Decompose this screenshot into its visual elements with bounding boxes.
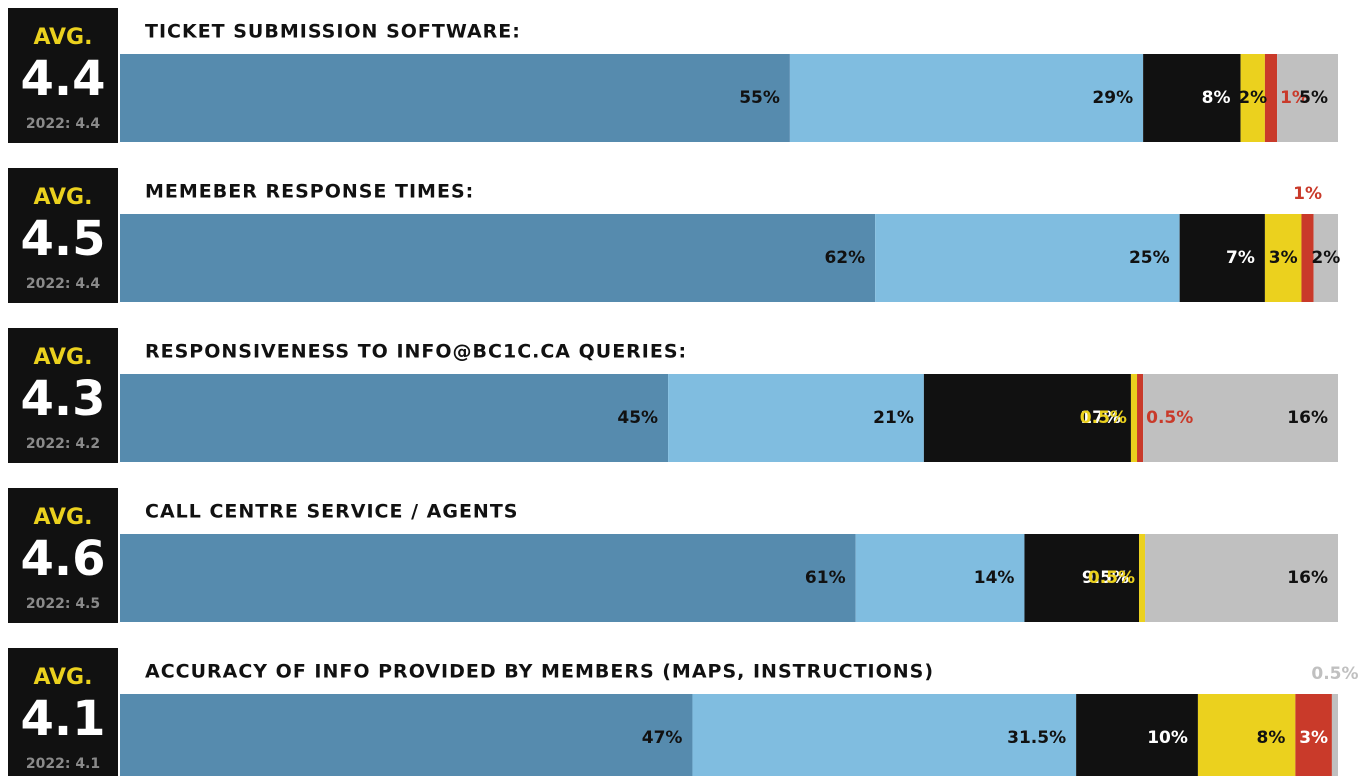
avg-value: 4.3	[20, 371, 105, 427]
avg-prior: 2022: 4.4	[26, 276, 100, 292]
segment-label: 3%	[1269, 248, 1298, 268]
segment-label: 7%	[1226, 248, 1255, 268]
segment-label: 16%	[1287, 408, 1328, 428]
avg-prior: 2022: 4.1	[26, 756, 100, 772]
avg-prior: 2022: 4.5	[26, 596, 100, 612]
avg-badge	[8, 168, 118, 303]
segment-label: 2%	[1311, 248, 1340, 268]
segment-label: 3%	[1299, 728, 1328, 748]
avg-badge	[8, 648, 118, 776]
segment-label: 8%	[1202, 88, 1231, 108]
segment-label: 29%	[1092, 88, 1133, 108]
segment-label: 21%	[873, 408, 914, 428]
segment-label: 1%	[1293, 184, 1322, 204]
avg-badge	[8, 488, 118, 623]
segment-label: 10%	[1147, 728, 1188, 748]
segment-label: 45%	[617, 408, 658, 428]
segment-label: 0.5%	[1088, 568, 1135, 588]
segment-label: 8%	[1256, 728, 1285, 748]
row-title: ACCURACY OF INFO PROVIDED BY MEMBERS (MA…	[145, 661, 934, 683]
bar-segment	[120, 214, 876, 302]
bar-segment	[1130, 374, 1138, 462]
avg-value: 4.6	[20, 531, 105, 587]
bar-segment	[923, 374, 1131, 462]
segment-label: 0.5%	[1146, 408, 1193, 428]
segment-label: 9.5%	[1082, 568, 1129, 588]
bar-segment	[1301, 214, 1314, 302]
row-title: MEMEBER RESPONSE TIMES:	[145, 181, 474, 203]
bar-segment	[855, 534, 1025, 622]
bar-segment	[1145, 534, 1338, 622]
avg-badge	[8, 8, 118, 143]
bar-segment	[1076, 694, 1198, 776]
bar-segment	[1197, 694, 1296, 776]
bar-segment	[1264, 214, 1302, 302]
bar-segment	[1264, 54, 1278, 142]
bar-segment	[1143, 374, 1338, 462]
bar-segment	[120, 694, 693, 776]
bar-segment	[668, 374, 924, 462]
bar-segment	[789, 54, 1144, 142]
segment-label: 14%	[974, 568, 1015, 588]
bar-segment	[1137, 374, 1144, 462]
avg-value: 4.1	[20, 691, 105, 747]
avg-value: 4.5	[20, 211, 105, 267]
avg-prior: 2022: 4.4	[26, 116, 100, 132]
bar-segment	[1277, 54, 1338, 142]
avg-label: AVG.	[34, 345, 93, 370]
bar-segment	[1139, 534, 1146, 622]
segment-label: 25%	[1129, 248, 1170, 268]
segment-label: 2%	[1238, 88, 1267, 108]
avg-label: AVG.	[34, 665, 93, 690]
segment-label: 61%	[805, 568, 846, 588]
segment-label: 31.5%	[1007, 728, 1066, 748]
bar-segment	[1295, 694, 1332, 776]
segment-label: 1%	[1280, 88, 1309, 108]
segment-label: 0.5%	[1080, 408, 1127, 428]
bar-segment	[1313, 214, 1338, 302]
bar-segment	[120, 374, 669, 462]
segment-label: 5%	[1299, 88, 1328, 108]
bar-segment	[120, 54, 790, 142]
segment-label: 47%	[642, 728, 683, 748]
segment-label: 62%	[824, 248, 865, 268]
segment-label: 55%	[739, 88, 780, 108]
bar-segment	[1331, 694, 1338, 776]
segment-label: 17%	[1080, 408, 1121, 428]
avg-prior: 2022: 4.2	[26, 436, 100, 452]
row-title: CALL CENTRE SERVICE / AGENTS	[145, 501, 518, 523]
bar-segment	[692, 694, 1077, 776]
avg-label: AVG.	[34, 505, 93, 530]
avg-value: 4.4	[20, 51, 105, 107]
bar-segment	[1143, 54, 1241, 142]
bar-segment	[1240, 54, 1265, 142]
avg-label: AVG.	[34, 25, 93, 50]
bar-segment	[120, 534, 856, 622]
bar-segment	[875, 214, 1180, 302]
row-title: RESPONSIVENESS TO INFO@BC1C.CA QUERIES:	[145, 341, 687, 363]
avg-label: AVG.	[34, 185, 93, 210]
row-title: TICKET SUBMISSION SOFTWARE:	[145, 21, 521, 43]
bar-segment	[1024, 534, 1140, 622]
bar-segment	[1179, 214, 1265, 302]
avg-badge	[8, 328, 118, 463]
segment-label: 16%	[1287, 568, 1328, 588]
segment-label: 0.5%	[1311, 664, 1358, 684]
